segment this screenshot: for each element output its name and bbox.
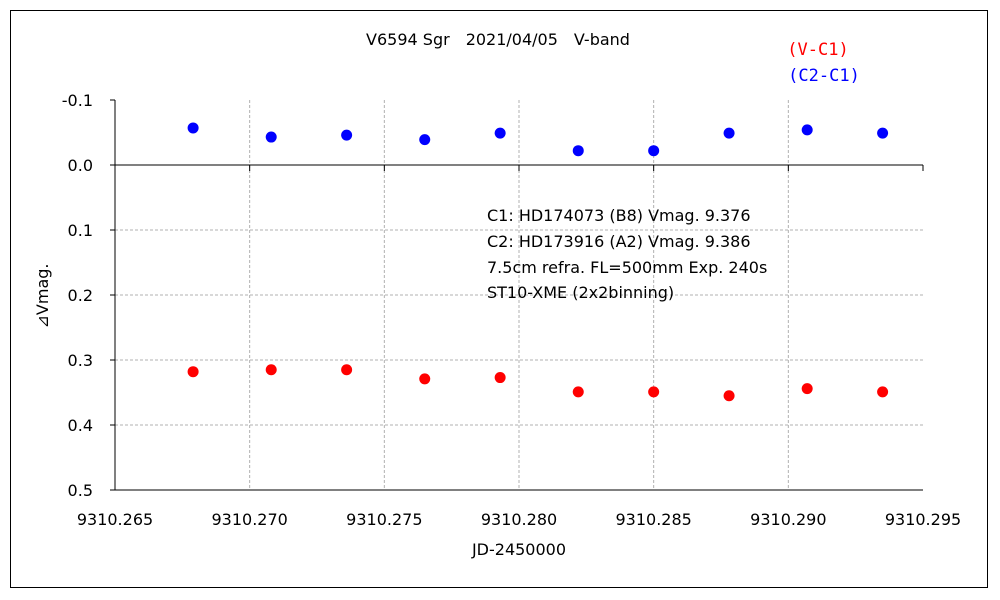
- data-point-v-c1: [187, 366, 199, 378]
- data-point-v-c1: [572, 386, 584, 398]
- data-point-c2-c1: [572, 145, 584, 157]
- y-tick-label: -0.1: [62, 91, 93, 110]
- data-point-v-c1: [801, 383, 813, 395]
- x-tick-label: 9310.285: [615, 510, 691, 529]
- data-point-v-c1: [494, 372, 506, 384]
- x-axis-label: JD-2450000: [471, 540, 566, 559]
- x-tick-label: 9310.275: [346, 510, 422, 529]
- data-point-v-c1: [877, 386, 889, 398]
- y-tick-label: 0.2: [68, 286, 93, 305]
- data-point-v-c1: [341, 364, 353, 376]
- x-tick-label: 9310.295: [885, 510, 961, 529]
- y-tick-label: 0.1: [68, 221, 93, 240]
- annotation-line-2: C2: HD173916 (A2) Vmag. 9.386: [487, 232, 751, 251]
- y-tick-label: 0.5: [68, 481, 93, 500]
- annotation-line-4: ST10-XME (2x2binning): [487, 283, 674, 302]
- y-tick-labels: -0.1 0.0 0.1 0.2 0.3 0.4 0.5: [62, 91, 93, 500]
- data-point-v-c1: [265, 364, 277, 376]
- x-tick-label: 9310.290: [750, 510, 826, 529]
- legend-entry-c2-c1: (C2-C1): [788, 66, 860, 86]
- axes: [110, 99, 924, 491]
- chart-frame: [10, 10, 988, 588]
- x-tick-label: 9310.280: [481, 510, 557, 529]
- data-points: [187, 122, 889, 402]
- data-point-c2-c1: [265, 131, 277, 143]
- data-point-v-c1: [723, 390, 735, 402]
- legend-entry-v-c1: (V-C1): [787, 40, 848, 60]
- annotation-line-3: 7.5cm refra. FL=500mm Exp. 240s: [487, 258, 767, 277]
- data-point-c2-c1: [723, 127, 735, 139]
- y-tick-label: 0.3: [68, 351, 93, 370]
- x-tick-label: 9310.270: [211, 510, 287, 529]
- data-point-c2-c1: [341, 129, 353, 141]
- y-tick-label: 0.0: [68, 156, 93, 175]
- data-point-v-c1: [419, 373, 431, 385]
- data-point-c2-c1: [801, 124, 813, 136]
- data-point-c2-c1: [187, 122, 199, 134]
- data-point-c2-c1: [877, 127, 889, 139]
- data-point-c2-c1: [648, 145, 660, 157]
- x-tick-labels: 9310.265 9310.270 9310.275 9310.280 9310.285…: [77, 510, 961, 529]
- y-tick-label: 0.4: [68, 416, 93, 435]
- chart-title: V6594 Sgr 2021/04/05 V-band: [366, 30, 630, 49]
- data-point-c2-c1: [494, 127, 506, 139]
- x-tick-label: 9310.265: [77, 510, 153, 529]
- data-point-v-c1: [648, 386, 660, 398]
- data-point-c2-c1: [419, 134, 431, 146]
- annotation-line-1: C1: HD174073 (B8) Vmag. 9.376: [487, 206, 751, 225]
- y-axis-label: ⊿Vmag.: [33, 264, 52, 329]
